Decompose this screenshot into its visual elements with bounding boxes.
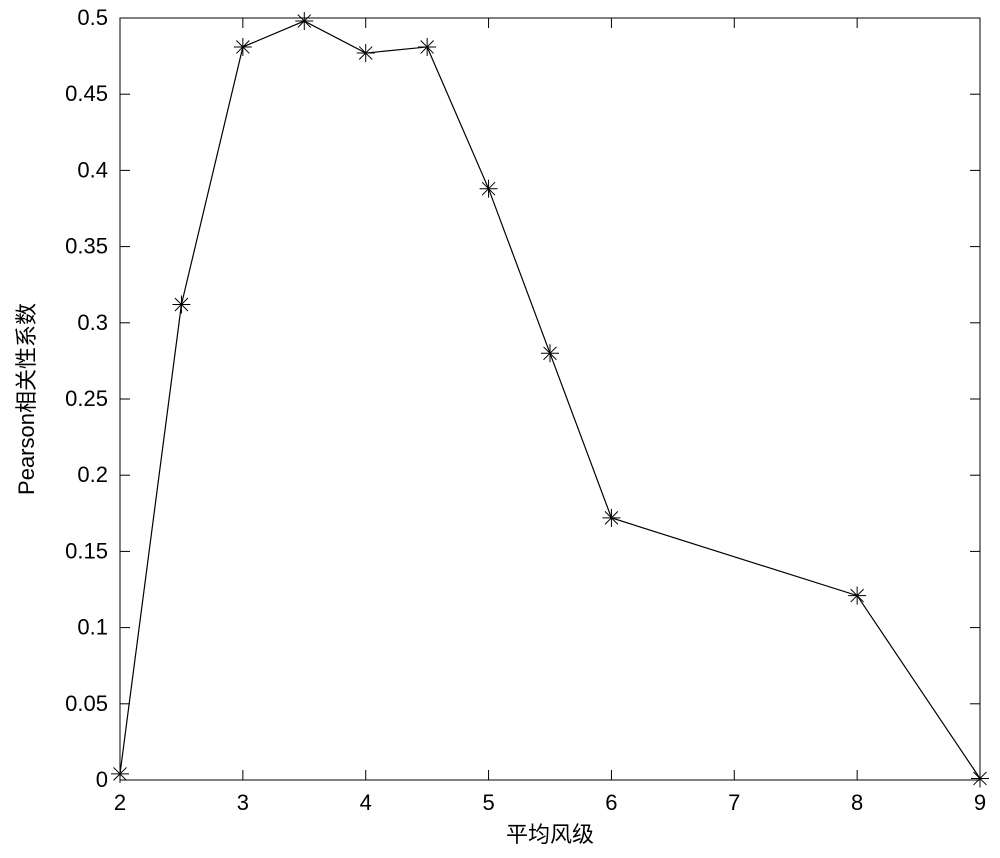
y-axis-label: Pearson相关性系数	[14, 303, 39, 495]
x-tick-label: 2	[114, 790, 126, 815]
x-tick-label: 5	[482, 790, 494, 815]
data-marker	[971, 769, 989, 787]
data-marker	[234, 38, 252, 56]
x-tick-label: 8	[851, 790, 863, 815]
data-marker	[418, 38, 436, 56]
x-tick-label: 9	[974, 790, 986, 815]
x-tick-label: 6	[605, 790, 617, 815]
x-tick-label: 4	[360, 790, 372, 815]
chart-container: 2 3 4 5 6 7 8 9 0 0.05 0.1 0.15 0.2 0.25 0.3 0.35 0.4 0.4…	[0, 0, 1000, 858]
y-tick-label: 0.4	[77, 157, 108, 182]
data-marker	[480, 180, 498, 198]
data-marker	[111, 765, 129, 783]
y-tick-label: 0.45	[65, 81, 108, 106]
y-tick-label: 0.2	[77, 462, 108, 487]
y-tick-label: 0.5	[77, 5, 108, 30]
x-tick-label: 7	[728, 790, 740, 815]
chart-background	[0, 0, 1000, 858]
line-chart: 2 3 4 5 6 7 8 9 0 0.05 0.1 0.15 0.2 0.25 0.3 0.35 0.4 0.4…	[0, 0, 1000, 858]
y-tick-label: 0.1	[77, 615, 108, 640]
data-marker	[848, 587, 866, 605]
data-marker	[541, 344, 559, 362]
x-tick-label: 3	[237, 790, 249, 815]
data-marker	[602, 509, 620, 527]
y-tick-label: 0.35	[65, 234, 108, 259]
y-tick-label: 0.25	[65, 386, 108, 411]
y-tick-label: 0.15	[65, 538, 108, 563]
y-tick-label: 0	[96, 767, 108, 792]
data-marker	[172, 296, 190, 314]
data-marker	[357, 44, 375, 62]
data-marker	[295, 12, 313, 30]
y-tick-label: 0.05	[65, 691, 108, 716]
y-tick-label: 0.3	[77, 310, 108, 335]
x-axis-label: 平均风级	[506, 822, 594, 847]
